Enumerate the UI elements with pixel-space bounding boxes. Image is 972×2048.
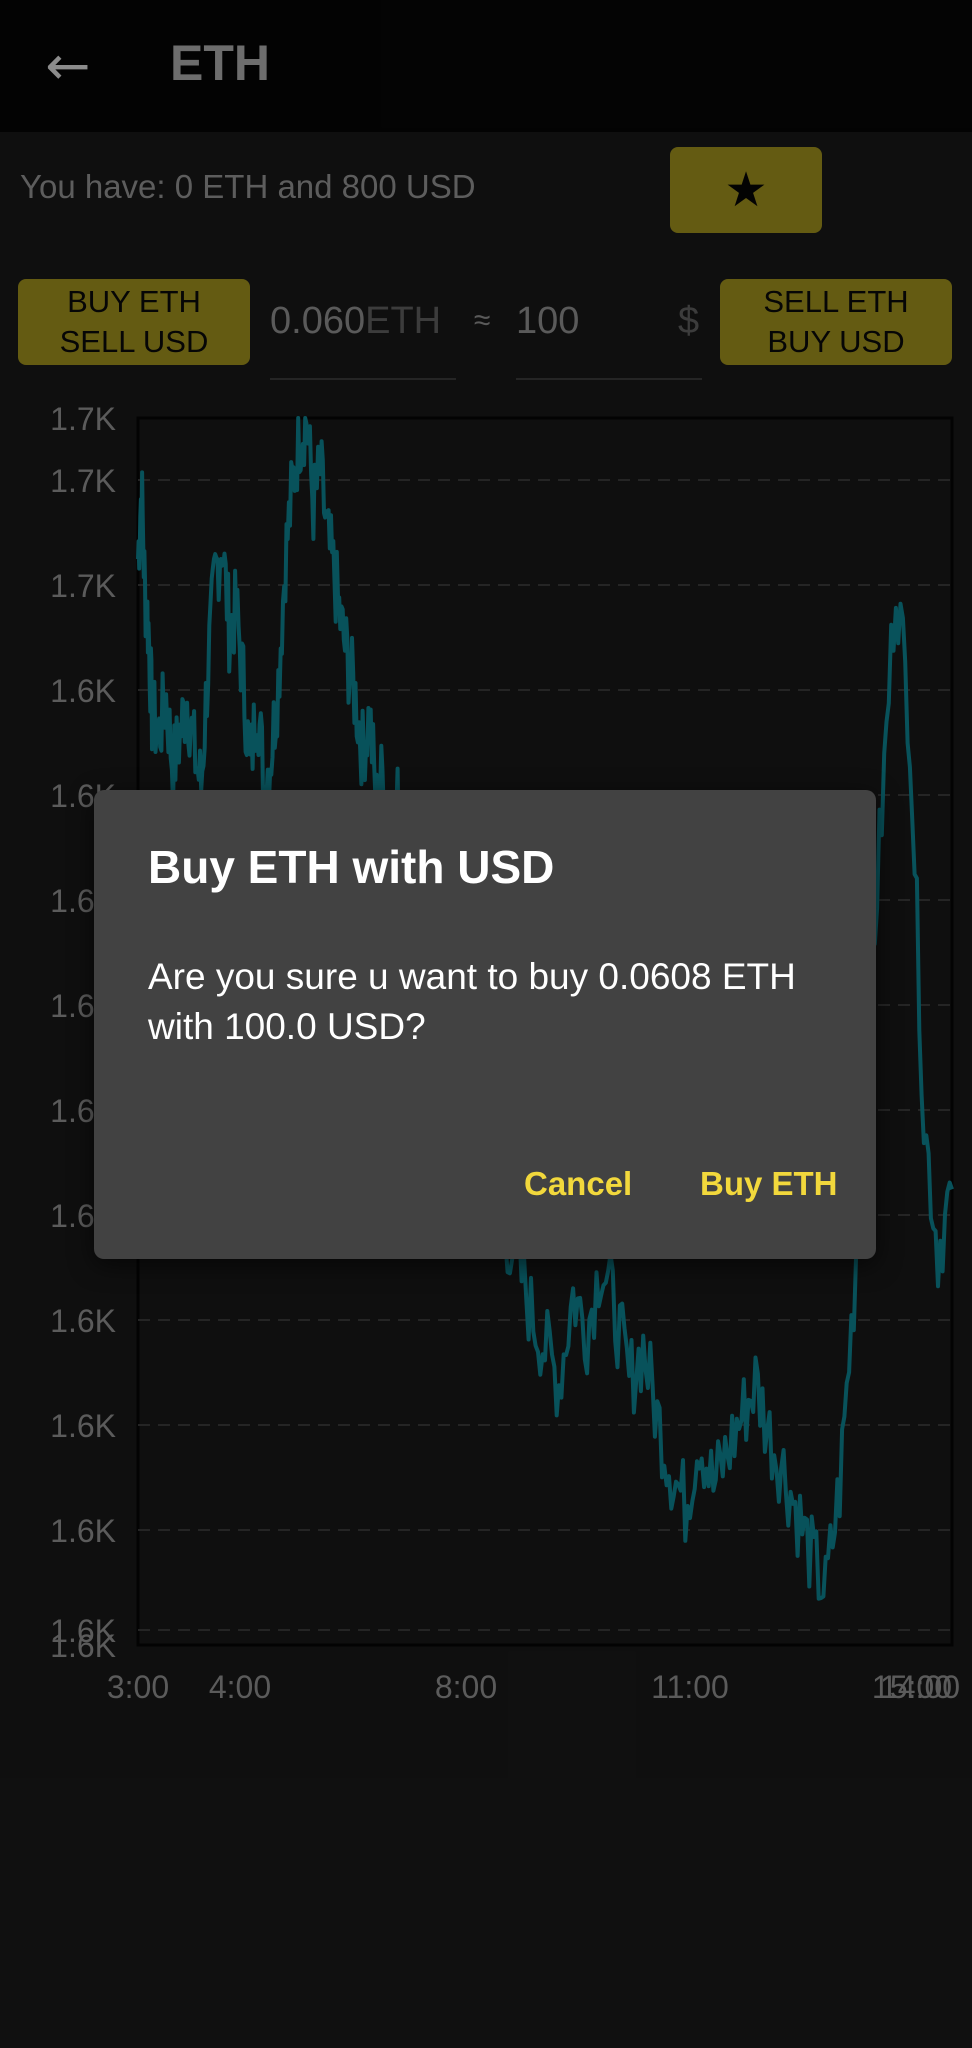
app-bar: ← ETH — [0, 0, 972, 132]
sell-eth-button[interactable]: SELL ETH BUY USD — [720, 279, 952, 365]
eth-amount-value: 0.060 — [270, 300, 366, 342]
eth-suffix: ETH — [365, 300, 442, 342]
buy-eth-confirm-button[interactable]: Buy ETH — [700, 1165, 838, 1202]
arrow-left-icon: ← — [45, 34, 91, 97]
y-tick-label: 1.6K — [50, 1303, 116, 1339]
y-tick-label: 1.6K — [50, 1513, 116, 1549]
buy-eth-button[interactable]: BUY ETH SELL USD — [18, 279, 250, 365]
approx-symbol: ≈ — [474, 304, 491, 337]
favorite-button[interactable]: ★ — [670, 147, 822, 233]
cancel-button[interactable]: Cancel — [524, 1165, 633, 1202]
y-tick-label: 1.6K — [50, 1628, 116, 1664]
y-tick-label: 1.7K — [50, 401, 116, 437]
y-tick-label: 1.7K — [50, 568, 116, 604]
usd-amount-input[interactable]: 100 — [516, 290, 702, 380]
balance-text: You have: 0 ETH and 800 USD — [20, 168, 476, 205]
eth-amount-input[interactable]: 0.060ETH — [270, 290, 456, 380]
x-tick-label: 11:00 — [651, 1669, 729, 1705]
x-tick-label: 14:00 — [880, 1669, 960, 1705]
y-tick-label: 1.6K — [50, 673, 116, 709]
x-tick-label: 15:00 — [872, 1669, 952, 1705]
sell-usd-label: SELL USD — [59, 324, 209, 359]
y-tick-label: 1.6K — [50, 1613, 116, 1649]
sell-eth-label: SELL ETH — [763, 284, 909, 319]
dialog-title: Buy ETH with USD — [148, 841, 555, 893]
dialog-message: Are you sure u want to buy 0.0608 ETH wi… — [148, 956, 796, 1047]
buy-eth-label: BUY ETH — [67, 284, 201, 319]
buy-usd-label: BUY USD — [767, 324, 905, 359]
page-title: ETH — [170, 35, 270, 91]
y-tick-label: 1.7K — [50, 463, 116, 499]
x-tick-label: 3:00 — [107, 1669, 169, 1705]
confirm-dialog: Buy ETH with USD Are you sure u want to … — [94, 790, 876, 1259]
usd-amount-value: 100 — [516, 300, 580, 342]
dollar-suffix: $ — [678, 300, 700, 342]
back-button[interactable]: ← — [30, 28, 106, 104]
star-icon: ★ — [724, 162, 768, 218]
y-tick-label: 1.6K — [50, 1408, 116, 1444]
x-tick-label: 4:00 — [209, 1669, 271, 1705]
x-tick-label: 8:00 — [435, 1669, 497, 1705]
